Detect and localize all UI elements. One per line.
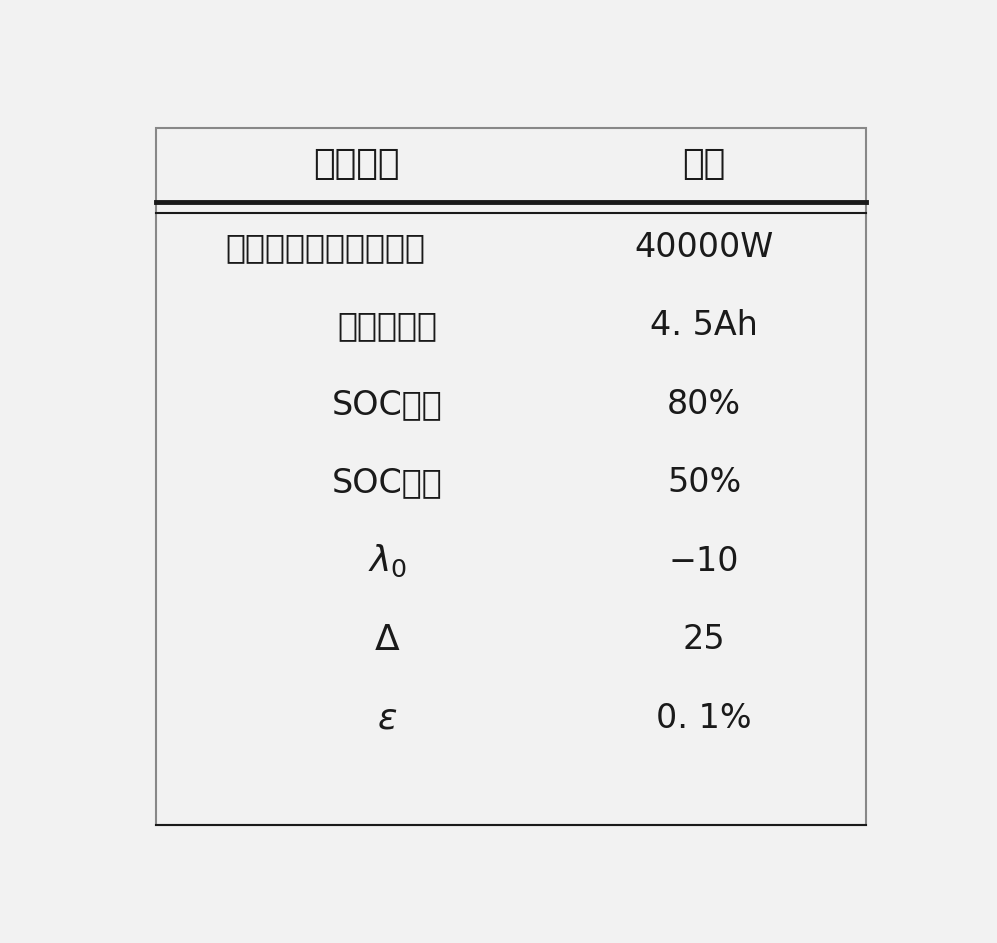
Text: $\varepsilon$: $\varepsilon$ xyxy=(377,701,398,735)
Text: 数值: 数值 xyxy=(683,147,726,181)
Text: SOC下限: SOC下限 xyxy=(332,466,443,499)
Text: 25: 25 xyxy=(683,623,726,656)
Text: 80%: 80% xyxy=(667,388,741,421)
Text: $\lambda_0$: $\lambda_0$ xyxy=(368,543,407,579)
Text: −10: −10 xyxy=(669,545,740,578)
Text: 4. 5Ah: 4. 5Ah xyxy=(650,309,758,342)
Text: 燃料电池最大输出功率: 燃料电池最大输出功率 xyxy=(225,231,426,264)
Text: $\Delta$: $\Delta$ xyxy=(374,622,401,656)
Text: SOC上限: SOC上限 xyxy=(332,388,443,421)
Text: 参数名称: 参数名称 xyxy=(313,147,400,181)
Text: 50%: 50% xyxy=(667,466,741,499)
Text: 40000W: 40000W xyxy=(634,231,774,264)
Text: 锂电池容量: 锂电池容量 xyxy=(337,309,438,342)
Text: 0. 1%: 0. 1% xyxy=(656,702,752,735)
